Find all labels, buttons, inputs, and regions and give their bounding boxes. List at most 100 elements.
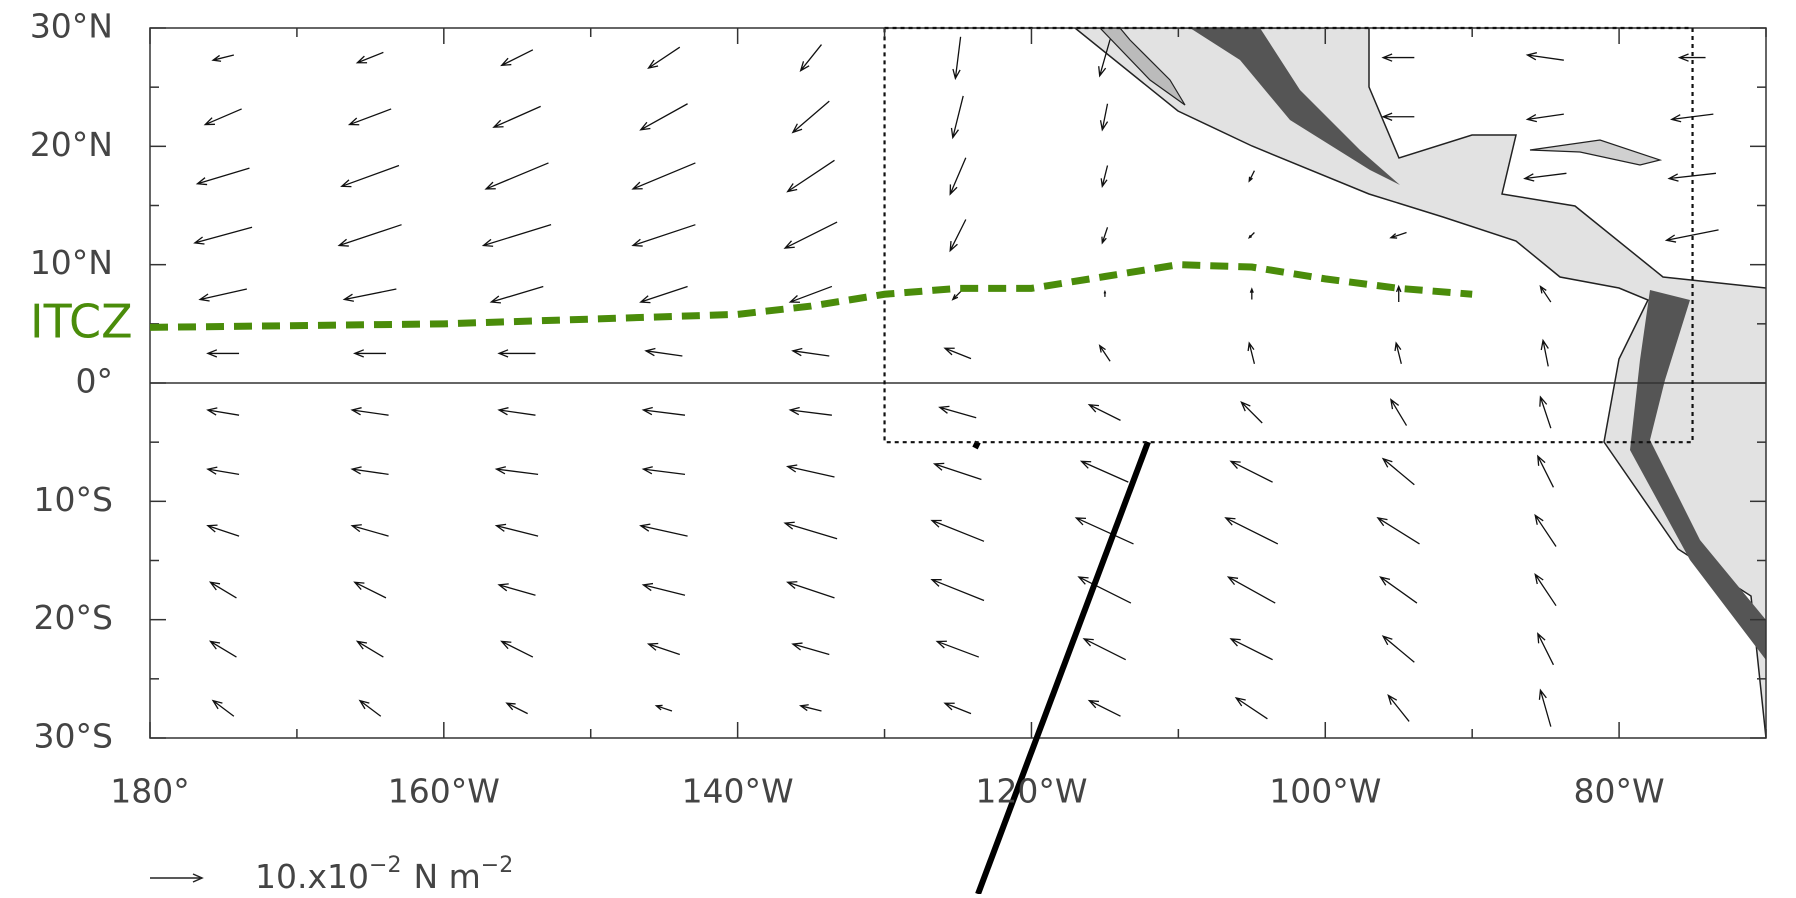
wind-vector (499, 584, 535, 595)
x-tick-label: 180° (110, 772, 190, 811)
wind-vector (801, 705, 822, 711)
wind-vector (1535, 574, 1556, 605)
wind-vector (507, 703, 528, 713)
wind-vector (1381, 577, 1417, 603)
wind-vector (483, 225, 551, 247)
wind-vector (499, 408, 535, 415)
wind-vector (1383, 54, 1414, 61)
wind-vector (1100, 346, 1110, 362)
x-tick-label: 160°W (388, 772, 500, 811)
x-tick-label: 140°W (682, 772, 794, 811)
wind-vector (950, 219, 966, 250)
wind-vector (355, 350, 386, 357)
wind-vector (494, 106, 541, 127)
wind-vector (1228, 577, 1275, 603)
wind-vector (200, 289, 247, 301)
wind-vector (352, 525, 388, 536)
scale-exp: −2 (369, 853, 401, 878)
wind-vector (932, 580, 984, 601)
wind-vector (1527, 114, 1563, 121)
wind-vector (344, 289, 396, 301)
wind-vector (360, 701, 381, 717)
wind-vector (788, 465, 835, 477)
wind-vector (213, 55, 234, 61)
wind-vector (953, 37, 961, 79)
wind-vector (496, 524, 538, 536)
wind-vector (1395, 343, 1401, 364)
wind-vector (1539, 690, 1550, 726)
y-tick-label: 0° (76, 362, 114, 401)
y-tick-label: 10°N (30, 243, 113, 282)
wind-vector (788, 160, 835, 191)
wind-vector (502, 641, 533, 657)
land-cuba (1530, 140, 1660, 165)
wind-vector (357, 52, 383, 62)
x-tick-label: 80°W (1574, 772, 1665, 811)
wind-vector (205, 109, 241, 125)
wind-vector (1082, 461, 1129, 482)
wind-vector (945, 703, 971, 713)
wind-vector (793, 101, 829, 132)
wind-vector (793, 643, 829, 654)
wind-vector (1541, 340, 1548, 366)
wind-vector (1383, 113, 1414, 120)
wind-vector (1076, 518, 1133, 544)
wind-vector (1538, 456, 1554, 487)
wind-vector (210, 641, 236, 657)
wind-vector (208, 350, 239, 357)
wind-vector (195, 227, 252, 244)
wind-vector (649, 47, 680, 68)
wind-vector (801, 45, 822, 71)
wind-vector (633, 225, 695, 246)
x-tick-label: 100°W (1269, 772, 1381, 811)
x-tick-label: 120°W (975, 772, 1087, 811)
wind-vector (641, 286, 688, 302)
wind-vector (656, 705, 672, 711)
wind-vector (1101, 166, 1107, 187)
wind-vector (937, 641, 979, 657)
y-tick-label: 10°S (34, 480, 113, 519)
wind-vector (1540, 286, 1550, 302)
wind-vector (355, 582, 386, 598)
wind-vector (643, 408, 685, 416)
itcz-line (150, 265, 1472, 328)
wind-vector (352, 408, 388, 415)
wind-vector (208, 467, 239, 474)
wind-vector (208, 408, 239, 415)
wind-vector (790, 286, 832, 302)
pointer-line (978, 442, 1148, 894)
wind-vector (1089, 405, 1120, 421)
wind-vector (357, 641, 383, 657)
wind-vector (940, 406, 976, 417)
scale-unit: N m (413, 857, 480, 895)
wind-vector (342, 166, 399, 187)
wind-vector (339, 225, 401, 246)
wind-vector (643, 584, 685, 596)
scale-text: 10.x10 (255, 857, 369, 895)
wind-vector (945, 348, 971, 358)
wind-vector (1527, 53, 1563, 60)
wind-vector (1250, 289, 1253, 299)
y-tick-label: 30°N (30, 7, 113, 46)
wind-vector (350, 109, 392, 125)
wind-vector (951, 96, 963, 138)
wind-vector (1378, 518, 1420, 544)
wind-vector (1538, 634, 1554, 665)
wind-vector (1391, 232, 1407, 238)
scale-unit-exp: −2 (481, 853, 513, 878)
y-tick-label: 20°S (34, 598, 113, 637)
wind-vector (486, 163, 548, 189)
wind-vector (1241, 402, 1262, 423)
wind-vector (1391, 400, 1407, 426)
wind-vector (633, 163, 695, 189)
wind-vector (1248, 343, 1254, 364)
wind-vector (646, 349, 682, 356)
wind-vector (1089, 701, 1120, 717)
wind-vector (197, 168, 249, 184)
wind-vector (950, 158, 966, 194)
wind-vector (785, 222, 837, 248)
wind-vector (352, 467, 388, 474)
wind-vector (1540, 397, 1551, 428)
